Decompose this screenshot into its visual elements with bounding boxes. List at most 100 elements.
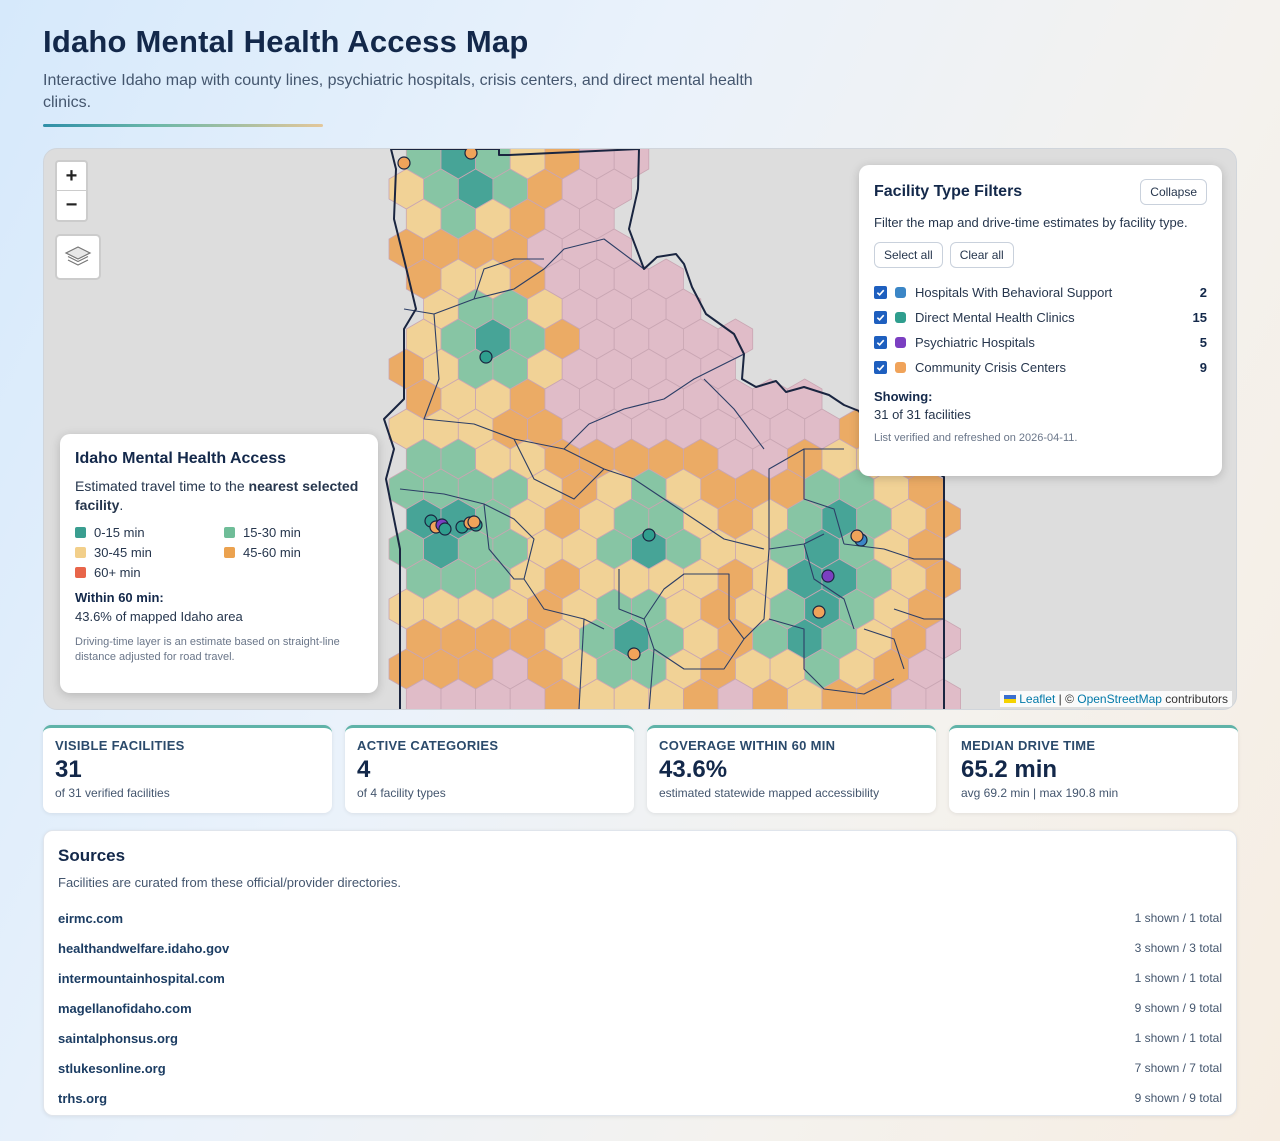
filter-item-crisis-centers[interactable]: Community Crisis Centers 9: [874, 355, 1207, 380]
map-container[interactable]: + − Leaflet | © OpenStreetMap contributo…: [43, 148, 1237, 710]
legend-swatch: [75, 547, 86, 558]
facility-marker[interactable]: [850, 529, 864, 543]
osm-link[interactable]: OpenStreetMap: [1077, 692, 1162, 706]
drive-time-hex: [440, 678, 477, 709]
source-count: 1 shown / 1 total: [1134, 1031, 1222, 1045]
legend-title: Idaho Mental Health Access: [75, 450, 287, 467]
source-link[interactable]: magellanofidaho.com: [58, 1000, 192, 1016]
county-line: [863, 628, 905, 670]
sources-title: Sources: [58, 846, 126, 865]
legend-desc-prefix: Estimated travel time to the: [75, 478, 249, 494]
drive-time-hex: [890, 678, 927, 709]
within-60-label: Within 60 min:: [75, 590, 164, 605]
filter-item-psychiatric-hospitals[interactable]: Psychiatric Hospitals 5: [874, 330, 1207, 355]
facility-marker[interactable]: [467, 515, 481, 529]
legend-bin: 30-45 min: [75, 545, 224, 560]
facility-marker[interactable]: [464, 149, 478, 160]
source-row: healthandwelfare.idaho.gov 3 shown / 3 to…: [58, 933, 1222, 963]
leaflet-link[interactable]: Leaflet: [1019, 692, 1056, 706]
county-line: [643, 533, 825, 670]
facility-marker[interactable]: [627, 647, 641, 661]
facility-marker[interactable]: [397, 156, 411, 170]
legend-swatch: [75, 527, 86, 538]
facility-markers-layer: [397, 149, 868, 661]
facility-marker[interactable]: [642, 528, 656, 542]
checkbox[interactable]: [874, 286, 887, 299]
legend-desc-suffix: .: [119, 497, 124, 513]
stat-label: VISIBLE FACILITIES: [55, 738, 185, 753]
legend-bin: 0-15 min: [75, 525, 224, 540]
filter-item-count: 5: [1199, 335, 1207, 350]
layers-icon: [64, 246, 92, 266]
legend-note: Driving-time layer is an estimate based …: [75, 636, 340, 663]
legend-swatch: [75, 567, 86, 578]
source-link[interactable]: stlukesonline.org: [58, 1060, 166, 1076]
filter-item-label: Direct Mental Health Clinics: [915, 310, 1075, 325]
filter-item-direct-clinics[interactable]: Direct Mental Health Clinics 15: [874, 305, 1207, 330]
stat-label: ACTIVE CATEGORIES: [357, 738, 499, 753]
drive-time-hex: [509, 678, 546, 709]
facility-marker[interactable]: [821, 569, 835, 583]
legend-bin: 15-30 min: [224, 525, 364, 540]
facility-marker[interactable]: [812, 605, 826, 619]
stat-coverage: COVERAGE WITHIN 60 MIN 43.6% estimated s…: [647, 725, 936, 813]
source-link[interactable]: eirmc.com: [58, 910, 124, 926]
drive-time-hex: [544, 678, 580, 709]
zoom-out-button[interactable]: −: [65, 194, 78, 216]
county-line: [803, 543, 855, 630]
stat-active-categories: ACTIVE CATEGORIES 4 of 4 facility types: [345, 725, 634, 813]
filter-list: Hospitals With Behavioral Support 2 Dire…: [874, 280, 1207, 380]
checkbox[interactable]: [874, 361, 887, 374]
source-row: magellanofidaho.com 9 shown / 9 total: [58, 993, 1222, 1023]
sources-description: Facilities are curated from these offici…: [58, 875, 401, 890]
drive-time-hex: [405, 678, 442, 709]
drive-time-hex: [821, 678, 858, 709]
facility-marker[interactable]: [438, 522, 452, 536]
filter-item-count: 9: [1199, 360, 1207, 375]
county-line: [703, 378, 765, 450]
filter-title: Facility Type Filters: [874, 183, 1023, 200]
within-60-value: 43.6% of mapped Idaho area: [75, 609, 243, 624]
county-line: [483, 503, 524, 580]
county-line: [578, 618, 585, 709]
county-line: [513, 438, 765, 550]
drive-time-hex: [856, 678, 892, 709]
clear-all-button[interactable]: Clear all: [949, 242, 1014, 268]
checkbox[interactable]: [874, 336, 887, 349]
source-link[interactable]: saintalphonsus.org: [58, 1030, 178, 1046]
source-link[interactable]: healthandwelfare.idaho.gov: [58, 940, 230, 956]
select-all-button[interactable]: Select all: [874, 242, 943, 268]
source-count: 9 shown / 9 total: [1134, 1001, 1222, 1015]
filter-item-hospitals-behavioral[interactable]: Hospitals With Behavioral Support 2: [874, 280, 1207, 305]
legend-bin-label: 30-45 min: [94, 545, 152, 560]
map-canvas[interactable]: [44, 149, 1237, 710]
layers-button[interactable]: [55, 234, 101, 280]
filter-item-count: 2: [1199, 285, 1207, 300]
collapse-button[interactable]: Collapse: [1140, 179, 1207, 205]
facility-marker[interactable]: [479, 350, 493, 364]
checkbox[interactable]: [874, 311, 887, 324]
legend-bin-label: 0-15 min: [94, 525, 145, 540]
legend-desc-bold: nearest selected facility: [75, 478, 359, 513]
source-row: eirmc.com 1 shown / 1 total: [58, 903, 1222, 933]
stat-subtext: estimated statewide mapped accessibility: [659, 786, 880, 800]
zoom-control: + −: [55, 160, 88, 222]
source-link[interactable]: trhs.org: [58, 1090, 108, 1106]
county-line: [399, 488, 605, 630]
legend-swatch: [224, 527, 235, 538]
stat-subtext: avg 69.2 min | max 190.8 min: [961, 786, 1119, 800]
category-color-dot: [895, 362, 906, 373]
county-line: [648, 648, 655, 709]
source-count: 1 shown / 1 total: [1134, 971, 1222, 985]
source-link[interactable]: intermountainhospital.com: [58, 970, 225, 986]
filter-description: Filter the map and drive-time estimates …: [874, 215, 1188, 230]
stat-subtext: of 31 verified facilities: [55, 786, 170, 800]
stat-subtext: of 4 facility types: [357, 786, 446, 800]
source-count: 3 shown / 3 total: [1134, 941, 1222, 955]
county-line: [473, 258, 544, 300]
drive-time-hex: [717, 678, 754, 709]
verified-note: List verified and refreshed on 2026-04-1…: [874, 432, 1078, 444]
filter-item-label: Psychiatric Hospitals: [915, 335, 1035, 350]
zoom-in-button[interactable]: +: [57, 162, 86, 191]
county-line: [768, 618, 895, 695]
